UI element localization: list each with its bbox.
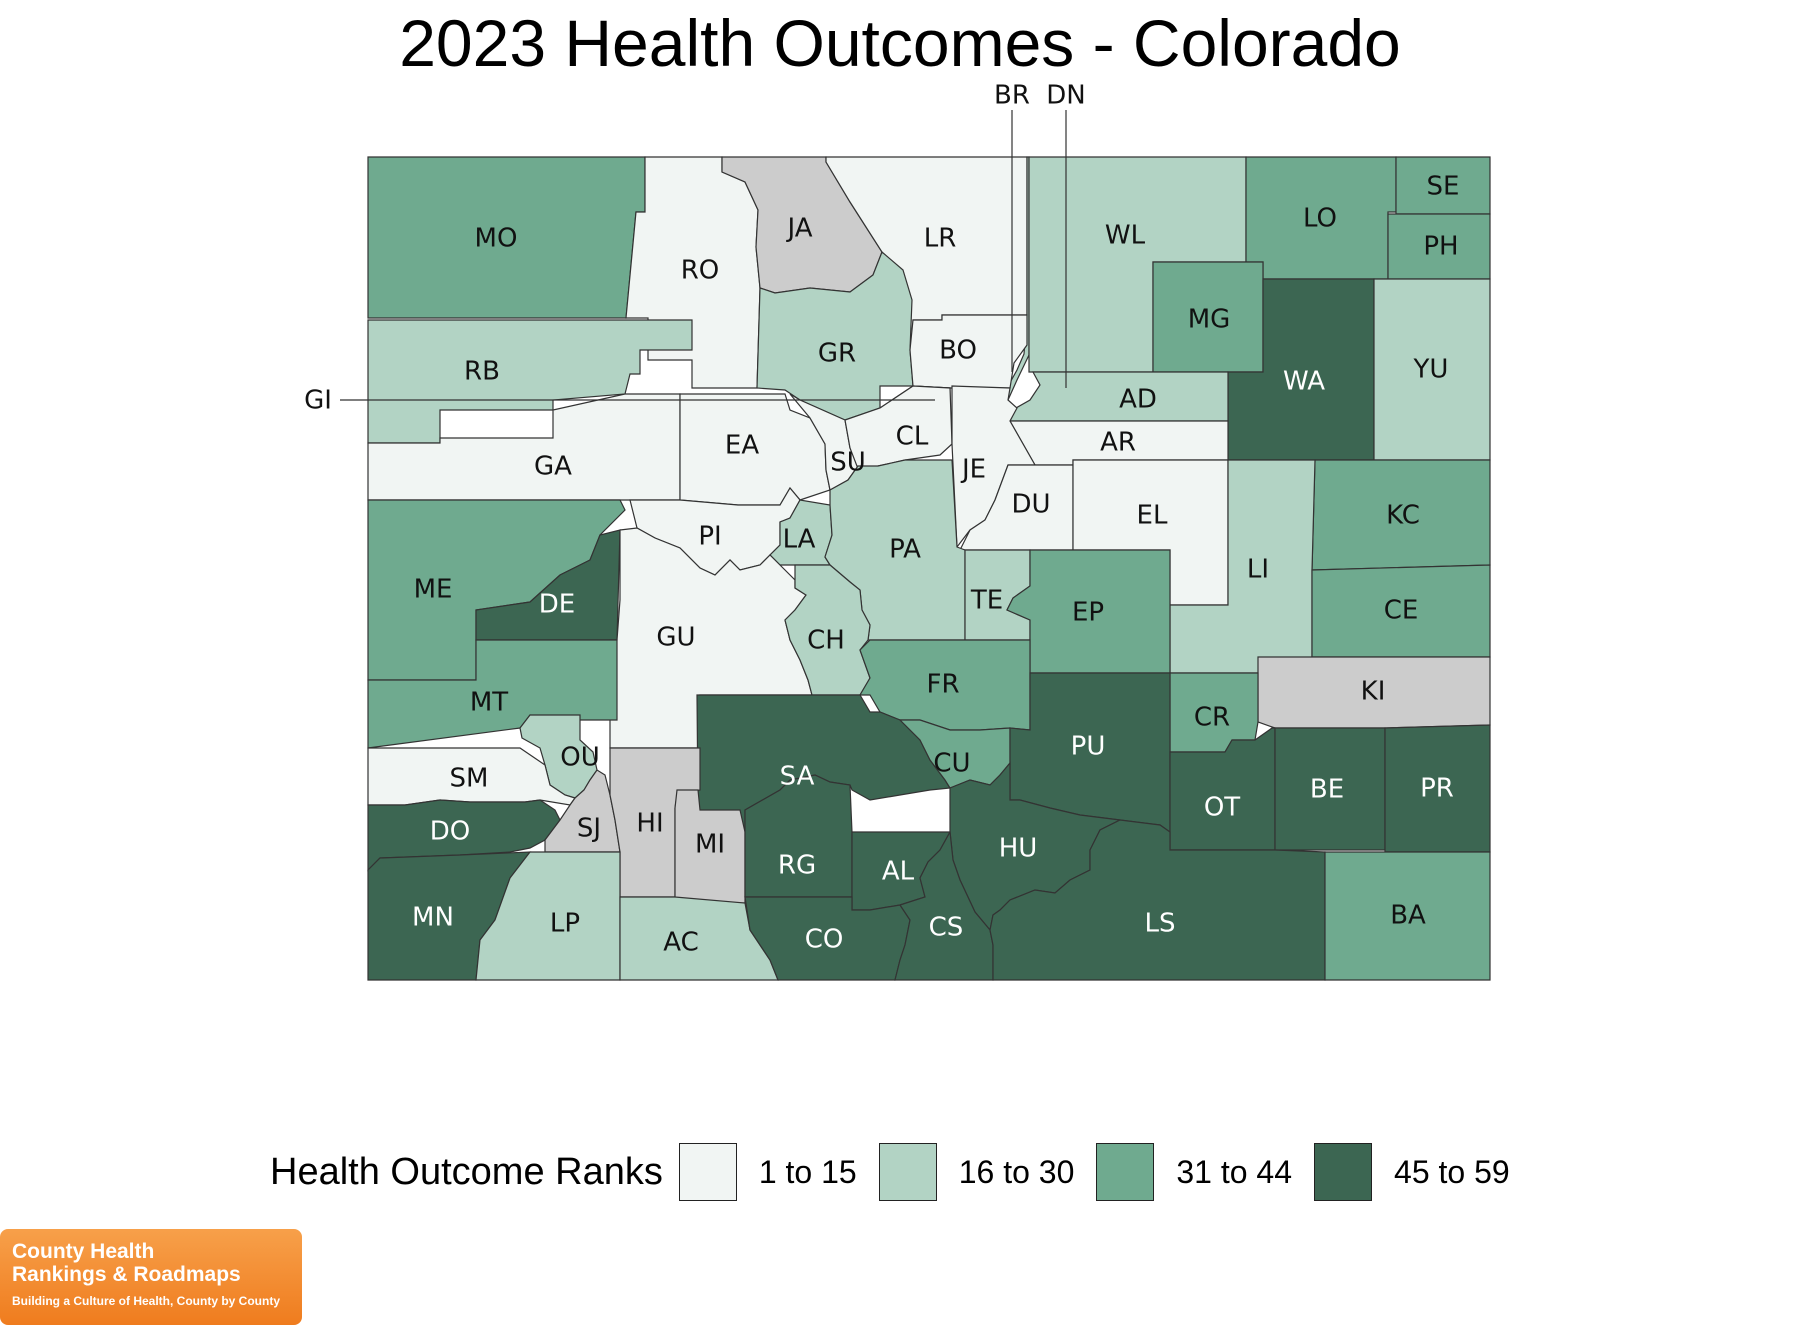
- county-label-ea: EA: [725, 431, 759, 461]
- logo-line-1: County Health: [12, 1240, 155, 1263]
- county-label-ac: AC: [663, 928, 698, 958]
- county-label-ja: JA: [786, 214, 813, 244]
- county-label-gi: GI: [304, 386, 332, 416]
- county-label-me: ME: [414, 575, 453, 605]
- county-label-sm: SM: [450, 764, 489, 794]
- county-label-ph: PH: [1423, 232, 1458, 262]
- county-label-dn: DN: [1046, 81, 1085, 111]
- county-label-du: DU: [1011, 490, 1050, 520]
- county-label-ki: KI: [1361, 677, 1386, 707]
- county-label-lr: LR: [924, 224, 957, 254]
- county-label-ep: EP: [1072, 598, 1104, 628]
- county-label-mt: MT: [470, 688, 508, 718]
- county-label-pa: PA: [889, 535, 921, 565]
- county-ba: [1324, 851, 1491, 981]
- county-label-br: BR: [994, 81, 1030, 111]
- county-label-cr: CR: [1194, 703, 1230, 733]
- logo-line-2: Rankings & Roadmaps: [12, 1263, 241, 1286]
- county-label-sj: SJ: [577, 814, 601, 844]
- county-label-be: BE: [1310, 775, 1344, 805]
- county-label-bo: BO: [939, 336, 977, 366]
- county-ep: [1006, 549, 1171, 674]
- county-label-el: EL: [1137, 501, 1168, 531]
- county-label-lp: LP: [550, 909, 580, 939]
- county-label-te: TE: [970, 586, 1003, 616]
- legend-label-3: 31 to 44: [1176, 1153, 1293, 1190]
- county-label-pu: PU: [1071, 732, 1106, 762]
- legend-swatch-4: [1314, 1143, 1373, 1201]
- county-label-cs: CS: [929, 913, 964, 943]
- county-label-mo: MO: [475, 224, 518, 254]
- county-label-lo: LO: [1303, 204, 1337, 234]
- county-label-fr: FR: [926, 670, 959, 700]
- county-label-rg: RG: [778, 851, 816, 881]
- county-label-ar: AR: [1100, 428, 1136, 458]
- county-label-mn: MN: [412, 903, 454, 933]
- county-label-hi: HI: [636, 809, 663, 839]
- county-lp: [475, 851, 621, 981]
- county-ls: [989, 819, 1326, 981]
- county-label-yu: YU: [1413, 355, 1449, 385]
- county-label-al: AL: [882, 857, 915, 887]
- legend-title: Health Outcome Ranks: [270, 1150, 663, 1193]
- county-label-ro: RO: [681, 256, 720, 286]
- county-label-se: SE: [1427, 172, 1460, 202]
- county-bo: [909, 314, 1028, 389]
- legend-swatch-1: [678, 1143, 737, 1201]
- county-label-co: CO: [805, 925, 844, 955]
- county-label-cu: CU: [933, 749, 970, 779]
- county-label-do: DO: [430, 817, 471, 847]
- county-label-pi: PI: [698, 522, 721, 552]
- county-label-de: DE: [539, 590, 575, 620]
- county-label-ot: OT: [1204, 793, 1240, 823]
- county-label-cl: CL: [896, 422, 929, 452]
- county-label-gr: GR: [818, 339, 856, 369]
- county-label-ad: AD: [1119, 385, 1157, 415]
- county-label-ba: BA: [1390, 901, 1426, 931]
- county-label-pr: PR: [1420, 774, 1454, 804]
- legend-swatch-3: [1096, 1143, 1155, 1201]
- chrr-logo: County Health Rankings & Roadmaps Buildi…: [0, 1229, 302, 1325]
- county-label-ce: CE: [1384, 596, 1419, 626]
- county-mt: [367, 639, 618, 749]
- county-label-je: JE: [960, 455, 986, 485]
- legend-item-4: 45 to 59: [1314, 1143, 1532, 1201]
- legend: Health Outcome Ranks 1 to 15 16 to 30 31…: [270, 1140, 1532, 1204]
- county-label-ls: LS: [1145, 909, 1176, 939]
- legend-label-2: 16 to 30: [958, 1153, 1075, 1190]
- county-label-wl: WL: [1105, 221, 1146, 251]
- county-label-sa: SA: [780, 762, 815, 792]
- county-label-wa: WA: [1283, 367, 1325, 397]
- county-label-su: SU: [830, 448, 866, 478]
- county-label-ou: OU: [560, 743, 600, 773]
- legend-swatch-2: [878, 1143, 937, 1201]
- county-cs: [894, 830, 994, 981]
- legend-item-3: 31 to 44: [1096, 1143, 1314, 1201]
- county-label-rb: RB: [464, 357, 500, 387]
- legend-label-1: 1 to 15: [758, 1153, 857, 1190]
- legend-item-1: 1 to 15: [678, 1143, 879, 1201]
- map-title: 2023 Health Outcomes - Colorado: [399, 6, 1401, 80]
- county-label-mg: MG: [1188, 305, 1231, 335]
- county-label-hu: HU: [999, 834, 1038, 864]
- county-label-ch: CH: [807, 626, 845, 656]
- county-label-la: LA: [783, 525, 816, 555]
- county-label-mi: MI: [695, 830, 725, 860]
- legend-label-4: 45 to 59: [1394, 1153, 1510, 1190]
- legend-item-2: 16 to 30: [878, 1143, 1097, 1201]
- county-label-gu: GU: [656, 623, 695, 653]
- logo-tagline: Building a Culture of Health, County by …: [12, 1294, 280, 1308]
- county-label-kc: KC: [1386, 501, 1420, 531]
- county-label-li: LI: [1247, 555, 1269, 585]
- county-label-ga: GA: [534, 452, 572, 482]
